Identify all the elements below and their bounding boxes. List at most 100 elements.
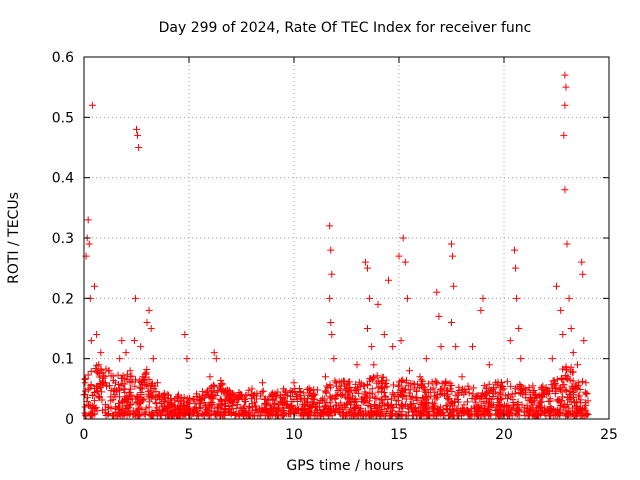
y-tick-label: 0.2: [52, 291, 74, 307]
roti-point: [561, 186, 569, 194]
roti-point: [185, 397, 193, 405]
roti-point: [382, 379, 390, 387]
roti-point: [140, 376, 148, 384]
roti-point: [416, 373, 424, 381]
roti-point: [567, 368, 575, 376]
roti-point: [477, 402, 485, 410]
roti-point: [574, 361, 581, 369]
roti-point: [571, 399, 579, 407]
roti-point: [332, 379, 340, 387]
y-tick-label: 0.5: [52, 110, 74, 126]
roti-point: [381, 384, 389, 392]
roti-point: [431, 409, 439, 417]
roti-point: [159, 407, 167, 415]
roti-point: [323, 382, 331, 390]
roti-point: [154, 379, 161, 387]
roti-point: [177, 407, 185, 415]
roti-point: [538, 398, 546, 406]
y-tick-label: 0.6: [52, 50, 74, 66]
roti-point: [249, 391, 257, 399]
roti-point: [270, 396, 278, 404]
roti-point: [406, 367, 413, 375]
roti-point: [264, 412, 272, 420]
roti-point: [95, 361, 103, 369]
roti-point: [440, 384, 448, 392]
roti-point: [98, 379, 106, 387]
roti-point: [437, 343, 445, 351]
roti-point: [122, 349, 130, 357]
roti-point: [532, 411, 540, 419]
roti-point: [133, 125, 140, 133]
roti-point: [351, 405, 359, 413]
roti-point: [189, 395, 197, 403]
roti-point: [487, 396, 495, 404]
roti-point: [551, 411, 559, 419]
roti-point: [138, 380, 146, 388]
roti-point: [427, 392, 435, 400]
roti-point: [131, 382, 139, 390]
roti-point: [324, 404, 332, 412]
roti-point: [521, 385, 529, 393]
roti-point: [563, 410, 571, 418]
roti-point: [574, 392, 582, 400]
roti-point: [91, 404, 99, 412]
roti-point: [452, 343, 460, 351]
roti-point: [88, 101, 96, 109]
roti-point: [93, 331, 101, 339]
roti-point: [286, 392, 294, 400]
roti-point: [131, 294, 139, 302]
roti-point: [330, 355, 338, 363]
roti-point: [555, 385, 563, 393]
roti-point: [404, 412, 412, 420]
roti-point: [411, 384, 419, 392]
roti-point: [194, 412, 202, 420]
roti-point: [99, 374, 107, 382]
roti-point: [109, 412, 117, 420]
roti-point: [578, 377, 586, 385]
roti-point: [479, 389, 487, 397]
roti-point: [476, 395, 484, 403]
roti-point: [334, 387, 342, 395]
roti-point: [559, 393, 567, 401]
roti-point: [485, 380, 493, 388]
roti-point: [217, 396, 225, 404]
roti-point: [536, 404, 544, 412]
axis-ticks: 0 5 10 15 20 25 0 0.1 0.2 0.3 0.4 0.5 0.6: [52, 50, 618, 443]
roti-point: [333, 391, 341, 399]
roti-point: [485, 406, 493, 414]
roti-point: [156, 391, 164, 399]
roti-point: [497, 390, 505, 398]
roti-point: [560, 131, 568, 139]
roti-point: [449, 408, 457, 416]
roti-point: [189, 409, 197, 417]
roti-point: [430, 400, 438, 408]
roti-point: [295, 385, 303, 393]
roti-point: [561, 101, 569, 109]
roti-point: [584, 397, 592, 405]
roti-point: [553, 376, 561, 384]
roti-point: [254, 408, 262, 416]
roti-point: [119, 409, 127, 417]
roti-point: [113, 386, 121, 394]
roti-point: [128, 372, 136, 380]
roti-point: [85, 240, 93, 248]
roti-point: [492, 379, 500, 387]
roti-point: [146, 393, 154, 401]
roti-point: [581, 388, 589, 396]
roti-point: [183, 355, 191, 363]
roti-point: [145, 306, 153, 314]
roti-point: [402, 376, 410, 384]
roti-point: [337, 382, 345, 390]
roti-point: [226, 405, 234, 413]
roti-point: [264, 396, 272, 404]
roti-point: [573, 385, 581, 393]
roti-point: [322, 389, 330, 397]
roti-point: [514, 400, 522, 408]
roti-point: [582, 390, 590, 398]
x-tick-label: 10: [285, 427, 303, 443]
roti-point: [399, 234, 407, 242]
roti-point: [280, 385, 287, 393]
roti-point: [101, 373, 109, 381]
roti-point: [245, 404, 253, 412]
y-tick-label: 0.4: [52, 171, 74, 187]
